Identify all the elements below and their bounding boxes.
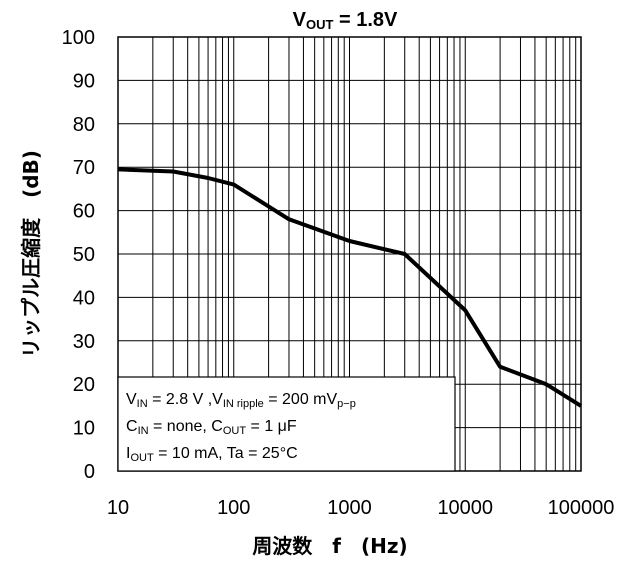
y-tick-label: 70 xyxy=(73,157,95,179)
y-tick-label: 10 xyxy=(73,418,95,440)
x-tick-label: 10 xyxy=(107,497,129,519)
condition-line-1: VIN = 2.8 V ,VIN ripple = 200 mVp−p xyxy=(126,391,356,410)
y-tick-label: 50 xyxy=(73,244,95,266)
y-tick-label: 30 xyxy=(73,331,95,353)
y-tick-label: 0 xyxy=(84,461,95,483)
y-tick-label: 40 xyxy=(73,287,95,309)
y-axis-title: リップル圧縮度 (dB) xyxy=(19,150,43,358)
y-tick-label: 80 xyxy=(73,114,95,136)
conditions-box-frame xyxy=(117,376,456,472)
condition-line-3: IOUT = 10 mA, Ta = 25°C xyxy=(126,445,298,464)
x-tick-label: 100000 xyxy=(548,497,615,519)
y-tick-label: 100 xyxy=(62,27,95,49)
y-tick-label: 20 xyxy=(73,374,95,396)
y-tick-label: 90 xyxy=(73,70,95,92)
conditions-box: VIN = 2.8 V ,VIN ripple = 200 mVp−p CIN … xyxy=(117,376,456,472)
x-tick-labels: 10 100 1000 10000 100000 xyxy=(107,497,615,519)
x-tick-label: 1000 xyxy=(327,497,372,519)
y-tick-label: 60 xyxy=(73,201,95,223)
series-line xyxy=(117,167,583,408)
x-tick-label: 100 xyxy=(217,497,250,519)
x-tick-label: 10000 xyxy=(437,497,493,519)
chart-title: VOUT = 1.8V xyxy=(293,9,398,32)
x-axis-title: 周波数 f (Hz) xyxy=(252,534,407,558)
condition-line-2: CIN = none, COUT = 1 μF xyxy=(126,418,297,437)
y-tick-labels: 0 10 20 30 40 50 60 70 80 90 100 xyxy=(62,27,95,483)
